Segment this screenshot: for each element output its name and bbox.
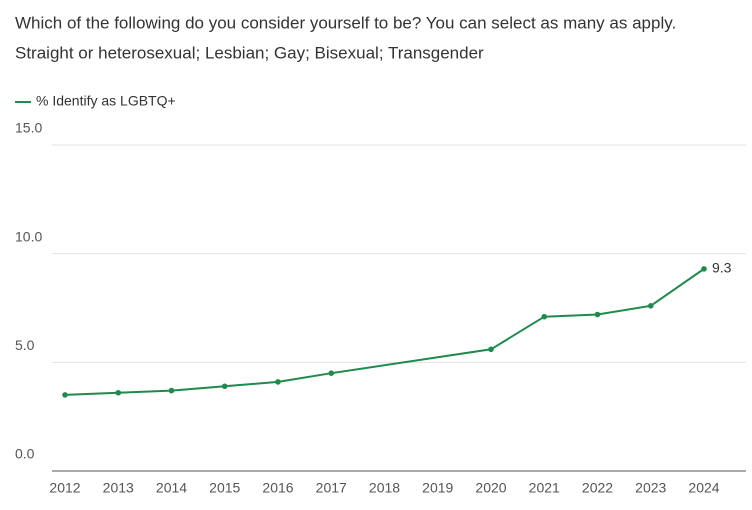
point [701,266,707,272]
x-tick-label: 2024 [688,480,719,496]
x-tick-label: 2023 [635,480,666,496]
line [64,268,705,396]
point [275,379,281,385]
x-tick-label: 2022 [582,480,613,496]
point [168,387,175,394]
x-tick-label: 2019 [422,480,453,496]
point [221,383,228,390]
point [594,311,601,318]
chart-subtitle: Straight or heterosexual; Lesbian; Gay; … [15,43,484,62]
y-tick-label: 10.0 [15,228,42,244]
point [115,389,122,396]
point [328,370,335,377]
point [488,346,494,353]
data-label: 9.3 [712,260,732,276]
chart-title: Which of the following do you consider y… [15,13,676,32]
x-tick-label: 2018 [369,480,400,496]
legend-label: % Identify as LGBTQ+ [36,93,176,109]
point [647,303,654,309]
x-tick-label: 2015 [209,480,240,496]
x-tick-label: 2012 [49,480,80,496]
y-tick-label: 0.0 [15,446,35,462]
x-tick-label: 2017 [316,480,347,496]
y-tick-label: 15.0 [15,120,42,136]
x-tick-label: 2013 [103,480,134,496]
point [541,313,548,320]
y-tick-label: 5.0 [15,337,35,353]
x-tick-label: 2020 [475,480,506,496]
point [62,392,68,398]
x-tick-label: 2021 [529,480,560,496]
x-tick-label: 2016 [262,480,293,496]
x-tick-label: 2014 [156,480,187,496]
